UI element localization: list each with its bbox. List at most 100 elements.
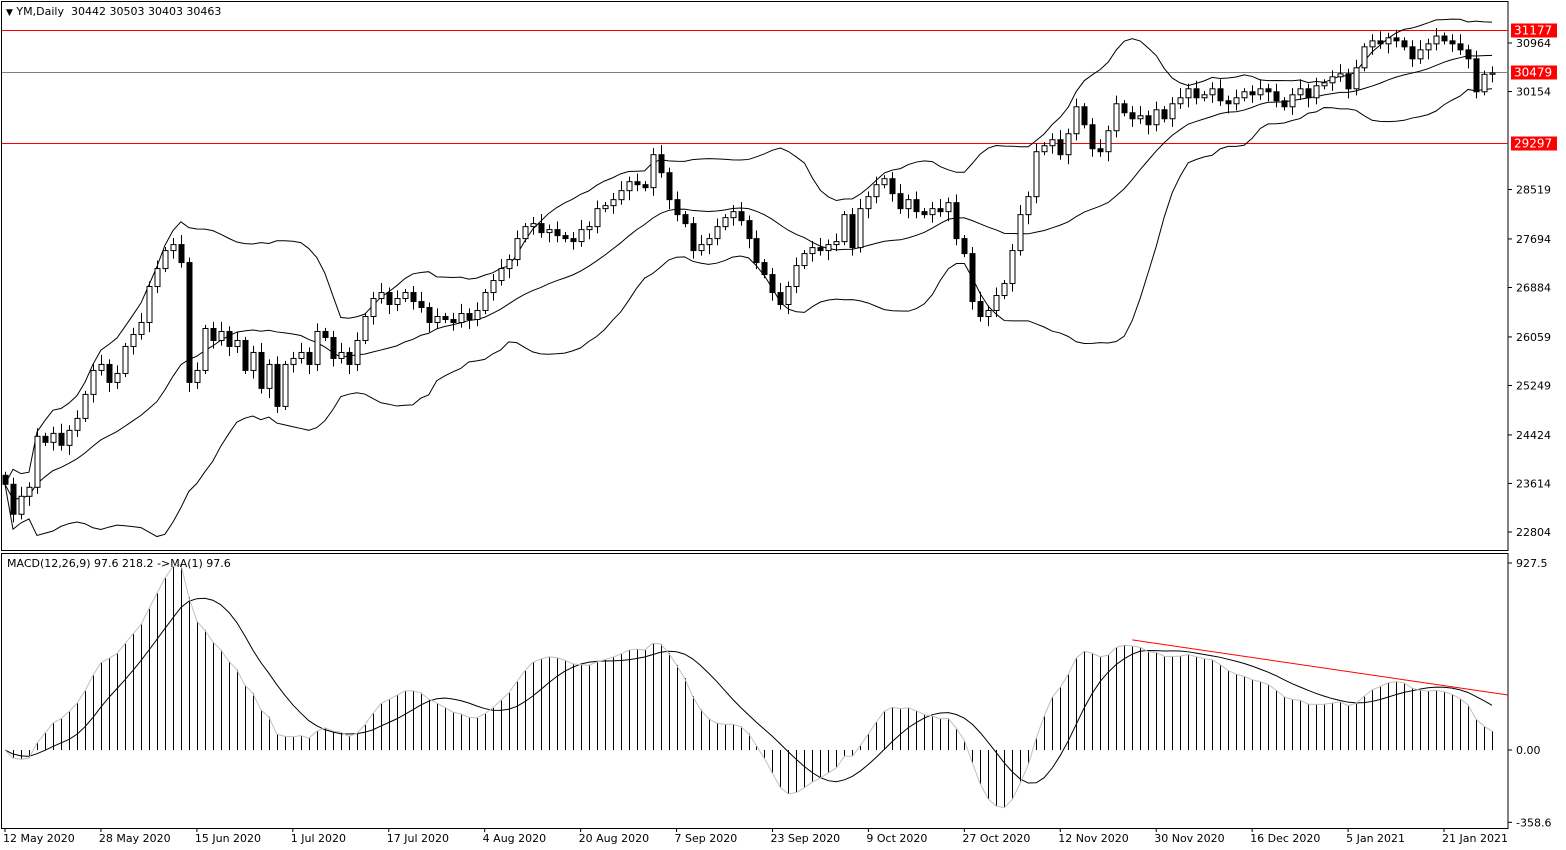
candle-bull — [905, 199, 912, 210]
candle-bear — [178, 244, 185, 264]
candle-bull — [801, 253, 808, 267]
candle-bear — [921, 211, 928, 216]
candle-bull — [578, 229, 585, 243]
candle-bull — [402, 292, 409, 300]
candle-bear — [1281, 100, 1288, 108]
candle-bull — [1001, 283, 1008, 297]
candle-bear — [42, 435, 49, 443]
candle-bull — [785, 286, 792, 306]
candle-bear — [466, 313, 473, 321]
price-tick-label: 24424 — [1516, 429, 1551, 442]
date-tick-label: 5 Jan 2021 — [1346, 832, 1405, 845]
candle-bull — [498, 268, 505, 282]
candle-bear — [10, 483, 17, 515]
candle-bear — [570, 238, 577, 243]
candle-bull — [1313, 85, 1320, 99]
candle-bear — [642, 184, 649, 189]
candle-bull — [1065, 133, 1072, 156]
price-tick-label: 23614 — [1516, 477, 1551, 490]
candle-bear — [386, 292, 393, 306]
price-tick-label: 30964 — [1516, 37, 1551, 50]
candle-bull — [90, 369, 97, 395]
candle-bull — [234, 339, 241, 347]
candle-bear — [554, 229, 561, 237]
candle-bull — [1201, 94, 1208, 99]
candle-bull — [194, 369, 201, 383]
candle-bull — [1233, 97, 1240, 105]
price-tick-label: 22804 — [1516, 526, 1551, 539]
candle-bear — [210, 327, 217, 341]
candle-bull — [474, 310, 481, 321]
candle-bull — [250, 351, 257, 371]
candle-bull — [1329, 76, 1336, 84]
candle-bear — [186, 262, 193, 383]
candle-bear — [761, 262, 768, 276]
candle-bear — [937, 208, 944, 213]
candle-bull — [809, 247, 816, 255]
level-price-tag — [1511, 65, 1557, 80]
candle-bear — [1129, 112, 1136, 120]
date-tick-label: 16 Dec 2020 — [1250, 832, 1320, 845]
price-tick-label: 26884 — [1516, 282, 1551, 295]
candle-bull — [993, 295, 1000, 312]
candle-bear — [306, 351, 313, 365]
date-tick-label: 20 Aug 2020 — [579, 832, 649, 845]
candle-bear — [562, 235, 569, 240]
candle-bear — [1441, 35, 1448, 42]
candle-bull — [1257, 88, 1264, 96]
candle-bull — [522, 226, 529, 240]
collapse-triangle-icon[interactable]: ▼ — [6, 8, 13, 18]
candle-bear — [1145, 115, 1152, 126]
candle-bull — [394, 298, 401, 306]
candle-bull — [314, 330, 321, 365]
date-tick-label: 30 Nov 2020 — [1154, 832, 1224, 845]
candle-bear — [1121, 103, 1128, 114]
candle-bull — [162, 250, 169, 270]
candle-bull — [154, 268, 161, 288]
macd-signal-line — [4, 597, 1493, 784]
candle-bear — [1409, 46, 1416, 60]
candle-bull — [610, 199, 617, 207]
candle-bull — [602, 205, 609, 210]
candle-bull — [857, 208, 864, 249]
macd-pane-frame — [1, 553, 1509, 829]
candle-bull — [1017, 214, 1024, 252]
candle-bull — [865, 196, 872, 210]
date-tick-label: 9 Oct 2020 — [866, 832, 927, 845]
candle-bull — [170, 244, 177, 252]
candle-bull — [290, 357, 297, 365]
candle-bull — [825, 244, 832, 252]
date-tick-label: 15 Jun 2020 — [195, 832, 261, 845]
macd-ma-line — [4, 563, 1493, 809]
price-tick-label: 27694 — [1516, 233, 1551, 246]
candle-bear — [658, 154, 665, 174]
candle-bull — [146, 286, 153, 323]
candle-bear — [1081, 106, 1088, 126]
price-tick-label: 28519 — [1516, 184, 1551, 197]
candle-bear — [690, 223, 697, 252]
symbol-label: YM,Daily — [16, 5, 64, 18]
candle-bull — [698, 244, 705, 252]
candle-bear — [330, 336, 337, 359]
candle-bull — [1153, 109, 1160, 126]
candle-bull — [1353, 67, 1360, 90]
candle-bear — [242, 339, 249, 371]
candle-bear — [1401, 40, 1408, 48]
candle-bull — [1321, 82, 1328, 87]
bollinger-lower — [4, 88, 1493, 538]
candle-bear — [666, 172, 673, 201]
candle-bear — [1089, 124, 1096, 150]
candle-bear — [674, 199, 681, 216]
level-price-label: 31177 — [1514, 24, 1552, 38]
candle-bull — [1337, 73, 1344, 78]
candle-bear — [1457, 43, 1464, 51]
candle-bull — [1209, 88, 1216, 96]
candle-bull — [18, 495, 25, 515]
candle-bear — [969, 253, 976, 303]
candle-bull — [1041, 145, 1048, 153]
macd-tick-label: 927.5 — [1516, 557, 1548, 570]
candle-bull — [34, 435, 41, 488]
bollinger-upper — [4, 18, 1493, 485]
candle-bull — [26, 486, 33, 497]
